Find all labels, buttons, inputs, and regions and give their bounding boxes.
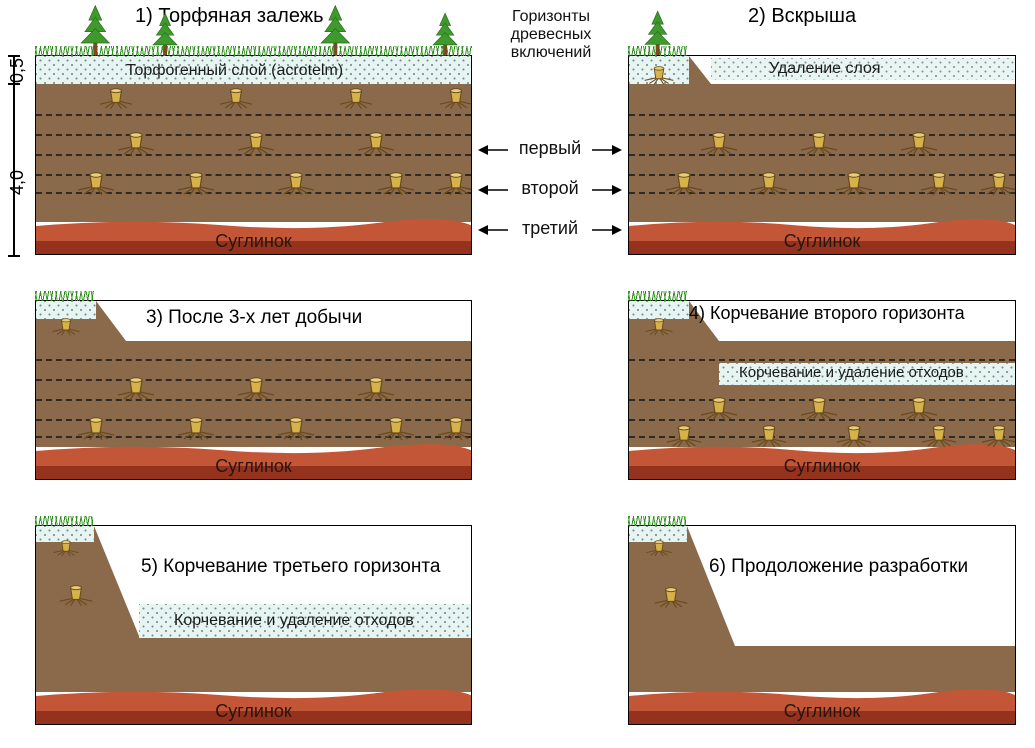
panel-3: 3) После 3-х лет добычи Суглинок	[35, 300, 472, 480]
label-waste-5: Корчевание и удаление отходов	[174, 612, 414, 630]
panel-title-5: 5) Корчевание третьего горизонта	[141, 556, 440, 578]
depth-4-0: 4,0	[7, 170, 28, 195]
label-loam-2: Суглинок	[629, 231, 1015, 252]
panel-1: Торфогенный слой (acrotelm) Суглинок	[35, 55, 472, 255]
panel-title-2: 2) Вскрыша	[748, 5, 856, 28]
panel-5: 5) Корчевание третьего горизонта Корчеван…	[35, 525, 472, 725]
label-removal: Удаление слоя	[769, 60, 881, 78]
panel-2: Удаление слоя Суглинок	[628, 55, 1016, 255]
label-waste-4: Корчевание и удаление отходов	[739, 364, 964, 381]
horizon-label-2: второй	[514, 178, 586, 199]
horizons-header: Горизонтыдревесныхвключений	[492, 8, 610, 62]
label-loam-5: Суглинок	[36, 701, 471, 722]
horizon-label-3: третий	[514, 218, 586, 239]
panel-title-6: 6) Продоложение разработки	[709, 556, 968, 578]
panel-4: 4) Корчевание второго горизонта Корчевани…	[628, 300, 1016, 480]
label-loam-3: Суглинок	[36, 456, 471, 477]
label-acrotelm: Торфогенный слой (acrotelm)	[126, 62, 343, 80]
panel-6: 6) Продоложение разработки Суглинок	[628, 525, 1016, 725]
panel-title-4: 4) Корчевание второго горизонта	[689, 303, 965, 324]
label-loam-6: Суглинок	[629, 701, 1015, 722]
horizon-label-1: первый	[514, 138, 586, 159]
label-loam-4: Суглинок	[629, 456, 1015, 477]
label-loam-1: Суглинок	[36, 231, 471, 252]
panel-title-3: 3) После 3-х лет добычи	[146, 307, 362, 329]
depth-0-5: 0,5	[7, 58, 28, 83]
